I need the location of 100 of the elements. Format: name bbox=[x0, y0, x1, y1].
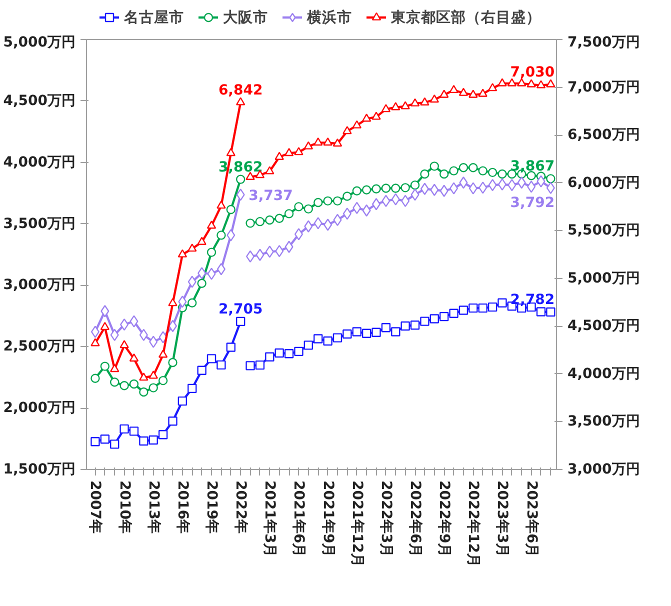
y2-tick-label: 4,000万円 bbox=[568, 366, 640, 382]
point bbox=[381, 104, 391, 112]
point bbox=[265, 166, 274, 174]
point bbox=[381, 323, 391, 332]
legend-label: 東京都区部（右目盛） bbox=[391, 8, 541, 26]
data-label: 6,842 bbox=[218, 82, 263, 98]
point bbox=[90, 326, 100, 338]
point bbox=[129, 353, 139, 362]
point bbox=[226, 204, 236, 214]
x-tick-label: 2007年 bbox=[87, 480, 104, 534]
point bbox=[256, 248, 264, 261]
y-tick-label: 1,500万円 bbox=[3, 462, 76, 478]
point bbox=[420, 316, 430, 326]
point bbox=[332, 333, 342, 342]
point bbox=[148, 370, 158, 379]
x-tick-label: 2021年12月 bbox=[348, 480, 365, 567]
point bbox=[90, 437, 100, 446]
x-tick-label: 2023年3月 bbox=[494, 480, 510, 558]
point bbox=[546, 174, 556, 184]
point bbox=[507, 78, 517, 86]
x-tick-label: 2021年9月 bbox=[320, 480, 336, 558]
point bbox=[526, 79, 536, 88]
point bbox=[294, 346, 304, 356]
point bbox=[381, 184, 391, 193]
point bbox=[332, 196, 342, 206]
point bbox=[294, 202, 304, 212]
point bbox=[342, 329, 352, 339]
point bbox=[206, 248, 216, 257]
point bbox=[488, 302, 498, 312]
point bbox=[246, 218, 255, 228]
point bbox=[304, 220, 313, 232]
point bbox=[342, 208, 352, 220]
point bbox=[100, 362, 110, 371]
point bbox=[450, 182, 458, 194]
point bbox=[352, 327, 362, 336]
point bbox=[478, 182, 488, 194]
point bbox=[517, 176, 526, 189]
point bbox=[410, 98, 420, 106]
point bbox=[324, 218, 332, 231]
point bbox=[536, 80, 546, 88]
point bbox=[362, 114, 372, 122]
point bbox=[458, 306, 468, 315]
x-tick-label: 2022年12月 bbox=[465, 480, 482, 567]
point bbox=[314, 198, 323, 208]
point bbox=[206, 220, 216, 229]
point bbox=[110, 364, 120, 372]
legend-label: 名古屋市 bbox=[124, 8, 184, 26]
point bbox=[323, 196, 332, 206]
x-tick-label: 2022年6月 bbox=[407, 480, 424, 558]
point bbox=[468, 163, 478, 172]
point bbox=[439, 169, 449, 179]
point bbox=[420, 169, 430, 179]
point bbox=[304, 204, 314, 214]
point bbox=[139, 372, 148, 381]
point bbox=[265, 215, 274, 225]
data-label: 3,792 bbox=[510, 194, 555, 211]
point bbox=[284, 349, 294, 358]
point bbox=[458, 163, 468, 172]
point bbox=[178, 249, 188, 258]
point bbox=[168, 320, 178, 332]
point bbox=[498, 78, 507, 86]
point bbox=[372, 198, 381, 210]
x-tick-label: 2021年6月 bbox=[290, 480, 307, 558]
point bbox=[468, 182, 478, 194]
point bbox=[100, 305, 110, 318]
point bbox=[517, 78, 526, 86]
point bbox=[342, 126, 352, 134]
y-tick-label: 3,500万円 bbox=[3, 216, 76, 232]
y-tick-label: 2,500万円 bbox=[3, 338, 76, 355]
point bbox=[294, 228, 303, 240]
point bbox=[197, 366, 206, 375]
legend-label: 大阪市 bbox=[223, 8, 268, 26]
y-tick-label: 5,000万円 bbox=[3, 34, 76, 50]
point bbox=[130, 315, 138, 328]
point bbox=[498, 298, 507, 308]
point bbox=[139, 436, 148, 446]
point bbox=[216, 200, 226, 209]
data-label: 2,705 bbox=[218, 301, 263, 318]
x-tick-label: 2022年3月 bbox=[378, 480, 394, 558]
point bbox=[468, 303, 478, 313]
point bbox=[400, 101, 410, 110]
point bbox=[536, 307, 546, 316]
point bbox=[342, 192, 352, 201]
y2-tick-label: 7,500万円 bbox=[568, 34, 640, 50]
point bbox=[372, 184, 381, 194]
point bbox=[323, 137, 332, 146]
x-tick-label: 2019年 bbox=[204, 480, 220, 534]
point bbox=[430, 162, 439, 171]
point bbox=[236, 97, 246, 106]
point bbox=[430, 314, 439, 324]
x-tick-label: 2016年 bbox=[174, 480, 190, 534]
point bbox=[90, 374, 100, 383]
point bbox=[265, 352, 274, 362]
point bbox=[400, 183, 410, 192]
point bbox=[536, 175, 546, 188]
point bbox=[100, 322, 110, 330]
point bbox=[236, 316, 246, 326]
x-tick-label: 2010年 bbox=[116, 480, 132, 534]
data-label: 7,030 bbox=[510, 64, 555, 80]
point bbox=[274, 348, 284, 358]
